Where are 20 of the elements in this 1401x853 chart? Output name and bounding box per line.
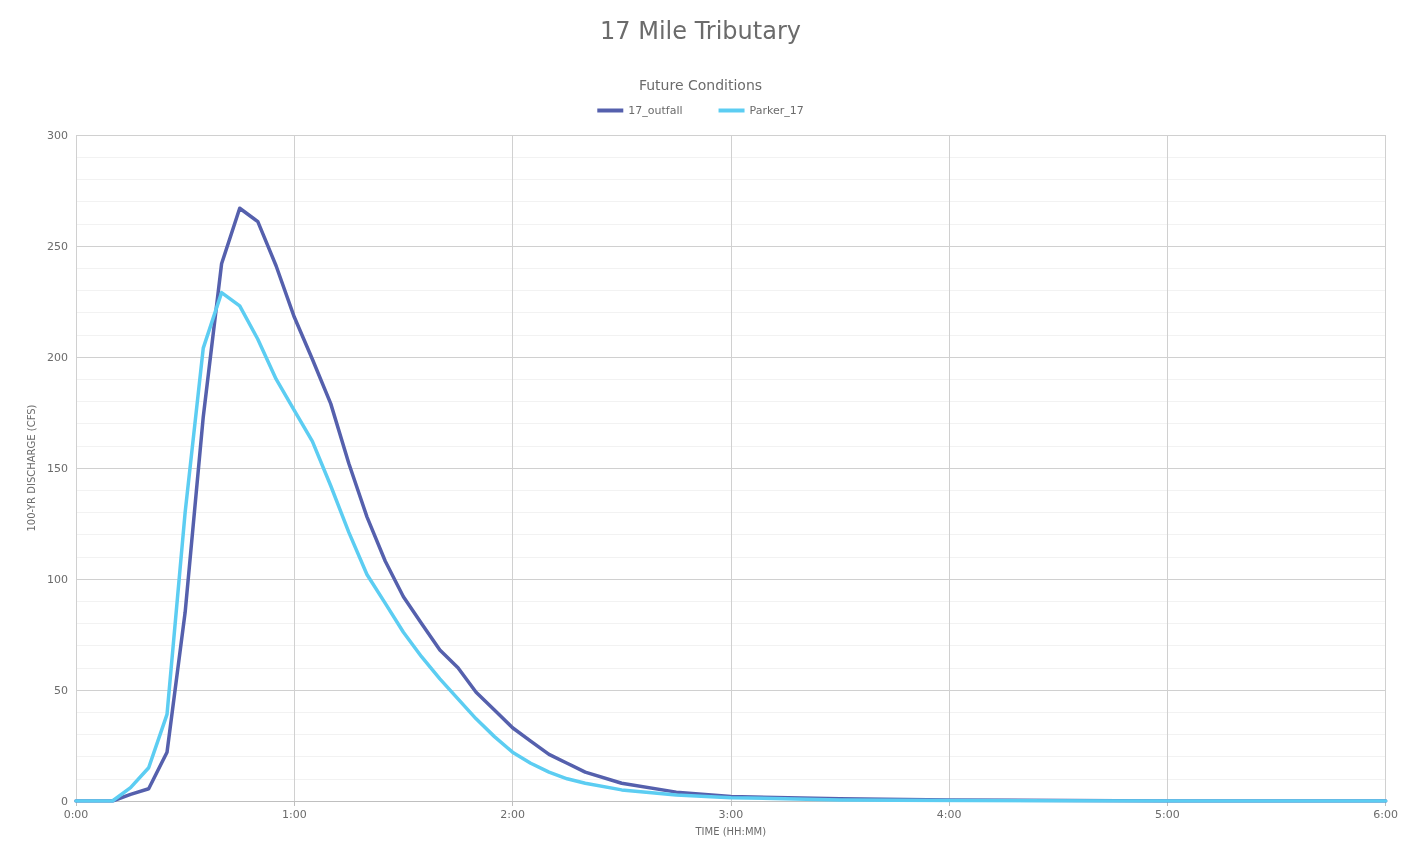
y-tick-label: 100 bbox=[47, 572, 68, 586]
y-tick-label: 250 bbox=[47, 239, 68, 253]
y-tick-label: 50 bbox=[54, 683, 68, 697]
legend-label: 17_outfall bbox=[628, 104, 683, 117]
x-tick-label: 1:00 bbox=[281, 808, 307, 821]
y-tick-label: 200 bbox=[47, 350, 68, 364]
y-tick-label: 300 bbox=[47, 128, 68, 142]
x-tick-label: 4:00 bbox=[936, 808, 962, 821]
x-tick-label: 0:00 bbox=[63, 808, 89, 821]
x-tick-label: 5:00 bbox=[1155, 808, 1180, 821]
y-tick-label: 150 bbox=[47, 461, 68, 475]
x-tick-label: 6:00 bbox=[1373, 808, 1398, 821]
x-axis-title: TIME (HH:MM) bbox=[694, 825, 767, 837]
x-tick-label: 3:00 bbox=[718, 808, 744, 821]
y-tick-label: 0 bbox=[61, 794, 68, 808]
x-tick-label: 2:00 bbox=[500, 808, 525, 821]
chart-title: 17 Mile Tributary bbox=[600, 17, 801, 45]
legend-label: Parker_17 bbox=[749, 104, 804, 117]
y-axis-title: 100-YR DISCHARGE (CFS) bbox=[25, 404, 37, 532]
chart-subtitle: Future Conditions bbox=[638, 77, 763, 93]
